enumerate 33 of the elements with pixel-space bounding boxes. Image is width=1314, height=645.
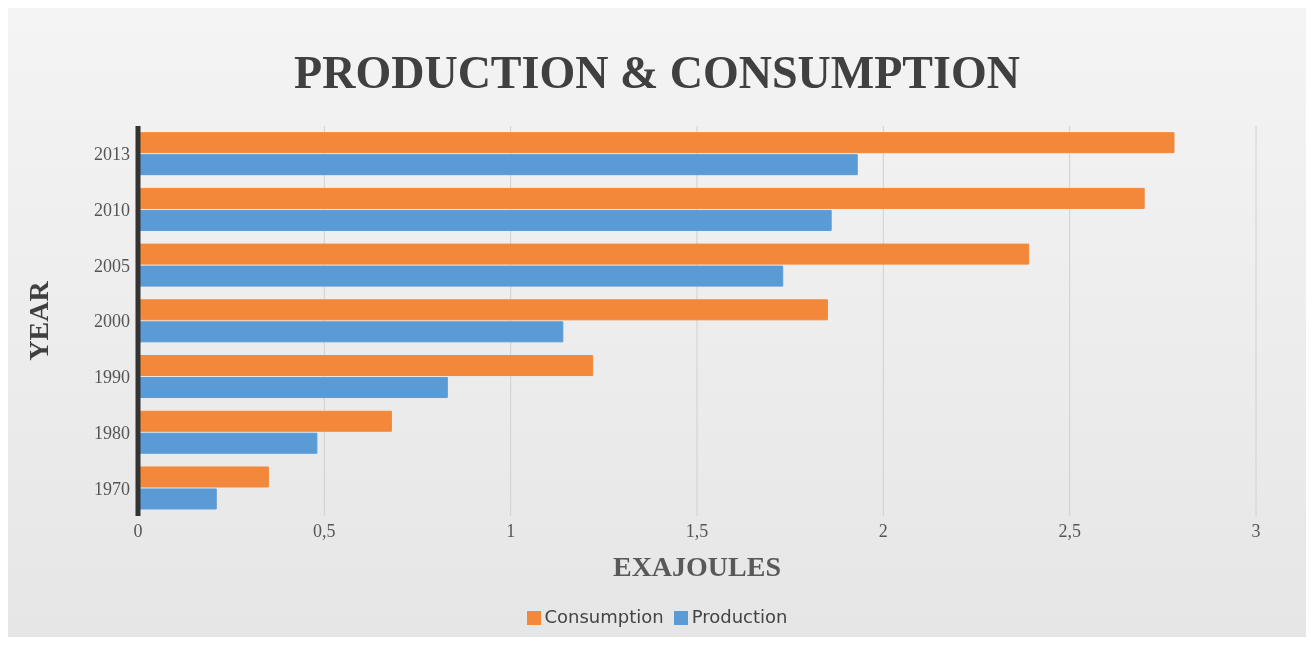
x-axis-title: EXAJOULES [612,551,782,582]
y-tick-label: 1990 [94,367,130,388]
bar [138,488,217,510]
y-tick-label: 2005 [94,255,130,276]
bar [138,321,564,343]
chart-title: PRODUCTION & CONSUMPTION [293,46,1021,100]
bar [138,377,448,399]
bar [138,299,828,321]
x-tick-label: 3 [1251,520,1261,541]
x-tick-label: 0 [133,520,143,541]
legend-label: Production [691,606,788,627]
x-tick-label: 1 [506,520,516,541]
y-tick-label: 1980 [94,422,130,443]
bar [138,265,784,287]
x-tick-label: 1,5 [685,520,709,541]
bar [138,132,1175,154]
x-tick-label: 2 [878,520,888,541]
y-tick-label: 2000 [94,311,130,332]
bar [138,243,1030,265]
x-tick-label: 0,5 [313,520,336,541]
y-tick-label: 1970 [94,478,130,499]
bar [138,466,269,488]
bar [138,209,832,231]
bar [138,154,858,176]
x-tick-label: 2,5 [1058,520,1081,541]
bar [138,410,392,432]
y-axis-title: YEAR [22,280,54,361]
bar [138,187,1145,209]
bar [138,432,318,454]
bar [138,355,594,377]
legend-label: Consumption [544,606,664,627]
y-tick-label: 2010 [94,199,130,220]
y-tick-label: 2013 [94,144,130,165]
